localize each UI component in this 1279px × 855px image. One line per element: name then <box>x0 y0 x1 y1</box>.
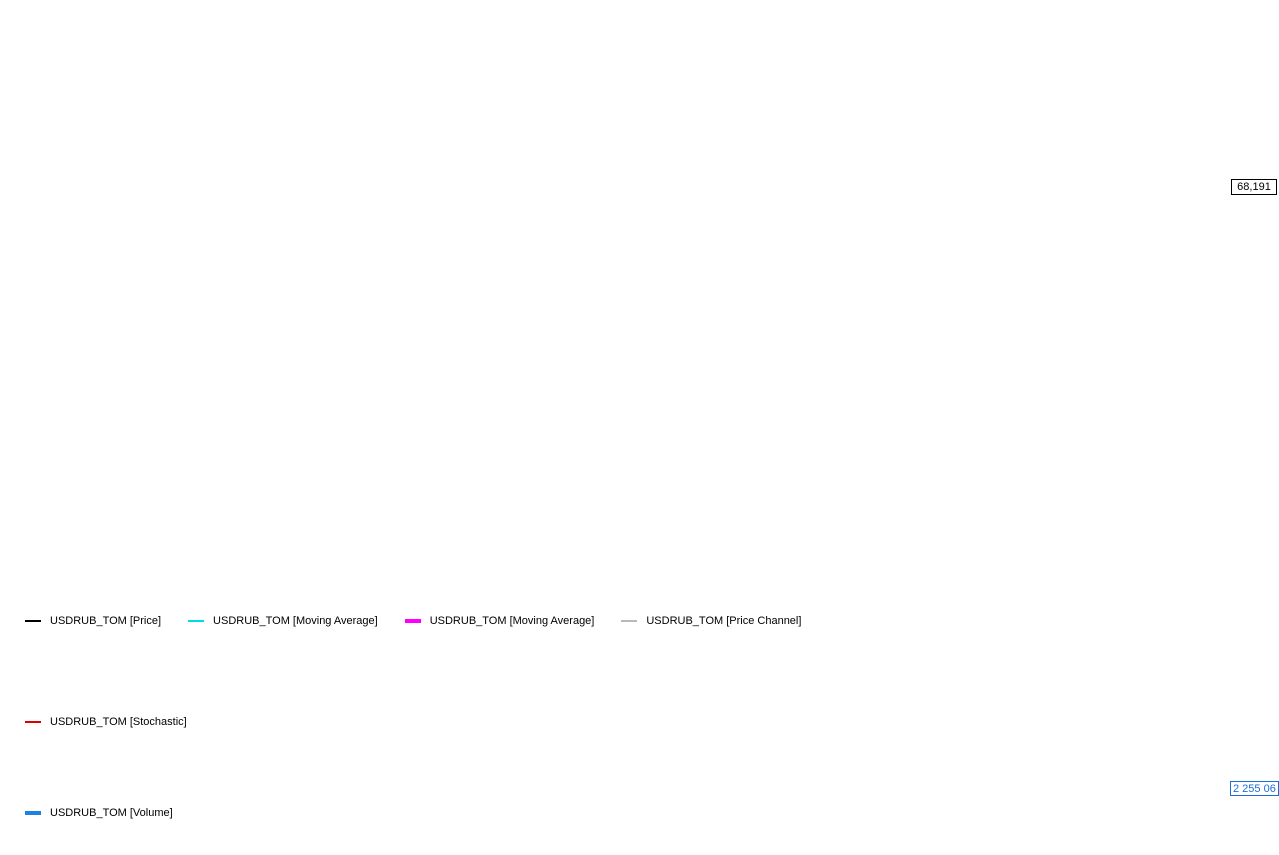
legend-label: USDRUB_TOM [Moving Average] <box>429 615 595 627</box>
legend-label: USDRUB_TOM [Price] <box>50 615 162 627</box>
stochastic-line-swatch-icon <box>25 721 41 723</box>
legend-label: USDRUB_TOM [Stochastic] <box>50 716 187 728</box>
stochastic-panel-legend: USDRUB_TOM [Stochastic] <box>0 712 187 732</box>
last-volume-tag: 2 255 06 <box>1230 781 1279 796</box>
price-line-swatch-icon <box>25 620 41 622</box>
last-volume-value: 2 255 06 <box>1233 782 1276 795</box>
ma-slow-line-swatch-icon <box>404 619 421 623</box>
price-channel-line-swatch-icon <box>621 620 638 622</box>
legend-label: USDRUB_TOM [Price Channel] <box>646 615 802 627</box>
ma-fast-line-swatch-icon <box>188 620 205 622</box>
legend-label: USDRUB_TOM [Volume] <box>50 807 173 819</box>
legend-label: USDRUB_TOM [Moving Average] <box>213 615 378 627</box>
volume-panel-legend: USDRUB_TOM [Volume] <box>0 803 173 823</box>
legend-item-ma-slow: USDRUB_TOM [Moving Average] <box>404 615 595 627</box>
last-price-tag: 68,191 <box>1231 179 1277 195</box>
legend-item-stochastic: USDRUB_TOM [Stochastic] <box>25 716 187 728</box>
last-price-value: 68,191 <box>1237 181 1271 193</box>
legend-item-ma-fast: USDRUB_TOM [Moving Average] <box>188 615 378 627</box>
legend-item-price-channel: USDRUB_TOM [Price Channel] <box>621 615 801 627</box>
volume-bar-swatch-icon <box>25 811 41 815</box>
legend-item-price: USDRUB_TOM [Price] <box>25 615 161 627</box>
price-panel-legend: USDRUB_TOM [Price] USDRUB_TOM [Moving Av… <box>0 611 801 631</box>
legend-item-volume: USDRUB_TOM [Volume] <box>25 807 173 819</box>
